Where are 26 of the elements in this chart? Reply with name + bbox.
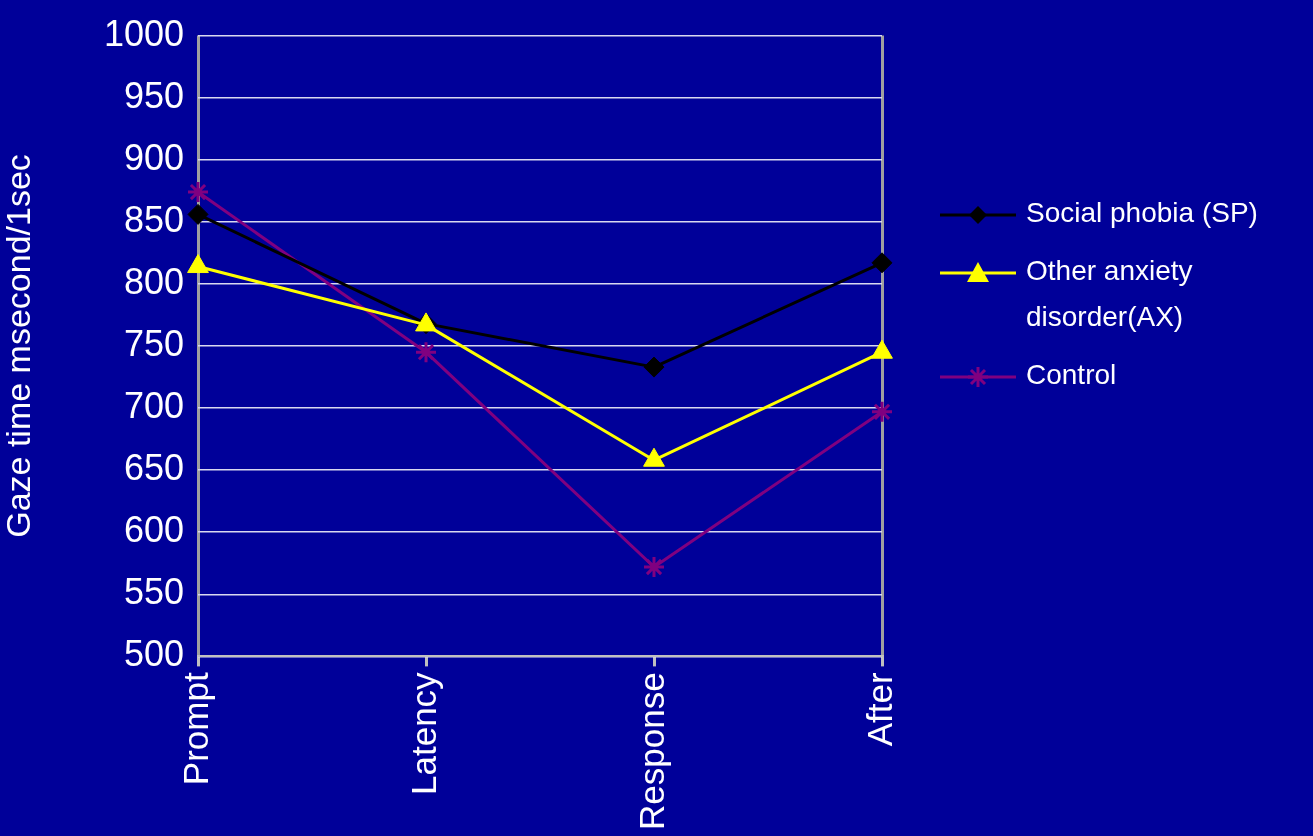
y-tick-label: 900 xyxy=(123,136,184,178)
y-tick-label: 500 xyxy=(123,633,184,675)
legend-label: Other anxiety disorder(AX) xyxy=(1026,254,1194,334)
point xyxy=(414,340,438,364)
x-tick-label: Latency xyxy=(403,671,443,795)
x-tick-label: After xyxy=(859,672,899,747)
point xyxy=(643,356,665,378)
y-tick-label: 650 xyxy=(123,447,184,489)
point xyxy=(186,180,210,204)
legend-label: Social phobia (SP) xyxy=(1026,196,1259,230)
y-tick-label: 1000 xyxy=(103,12,184,54)
y-tick-label: 550 xyxy=(123,571,184,613)
point xyxy=(870,400,894,424)
point xyxy=(187,203,209,225)
y-tick-label: 800 xyxy=(123,260,184,302)
y-axis-title: Gaze time msecond/1sec xyxy=(0,154,37,538)
x-tick-label: Response xyxy=(631,672,671,831)
y-tick-label: 600 xyxy=(123,509,184,551)
x-tick-label: Prompt xyxy=(175,672,215,786)
point xyxy=(642,555,666,579)
point xyxy=(871,252,893,274)
y-tick-label: 750 xyxy=(123,322,184,364)
y-tick-label: 700 xyxy=(123,385,184,426)
y-tick-label: 950 xyxy=(123,74,184,116)
y-tick-label: 850 xyxy=(123,198,184,240)
legend-label: Control xyxy=(1026,358,1118,392)
